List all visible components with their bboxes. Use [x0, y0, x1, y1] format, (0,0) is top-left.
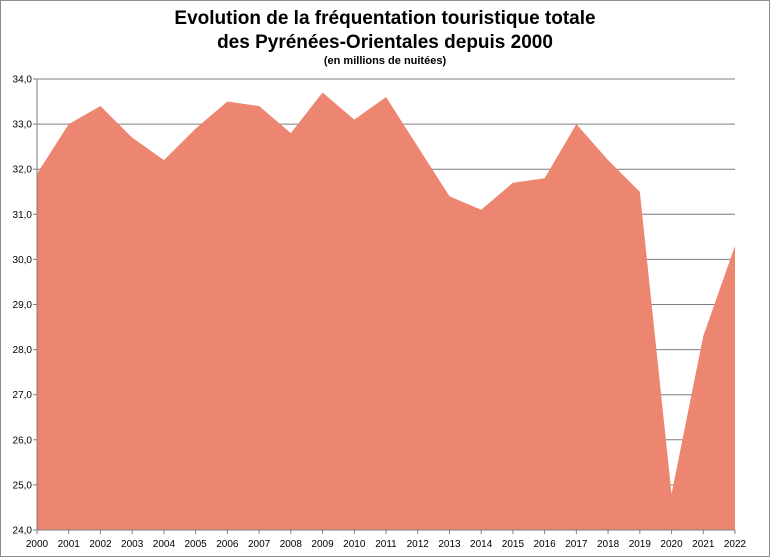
x-tick-label: 2001 [58, 539, 81, 550]
x-tick-label: 2006 [216, 539, 239, 550]
chart-title-line-2: des Pyrénées-Orientales depuis 2000 [217, 32, 553, 53]
x-tick-label: 2018 [597, 539, 620, 550]
x-tick-label: 2011 [375, 539, 397, 550]
x-tick-label: 2002 [89, 539, 112, 550]
x-tick-label: 2010 [343, 539, 366, 550]
x-tick-label: 2021 [692, 539, 715, 550]
chart-subtitle: (en millions de nuitées) [323, 55, 447, 67]
y-tick-label: 27,0 [13, 390, 33, 401]
x-tick-label: 2004 [153, 539, 176, 550]
y-tick-label: 29,0 [13, 300, 33, 311]
x-tick-label: 2017 [565, 539, 588, 550]
area-fill [37, 92, 735, 530]
x-tick-label: 2020 [660, 539, 683, 550]
x-tick-label: 2016 [534, 539, 557, 550]
x-tick-label: 2005 [185, 539, 208, 550]
y-tick-label: 32,0 [13, 165, 33, 176]
y-tick-label: 26,0 [13, 435, 33, 446]
x-tick-label: 2012 [407, 539, 430, 550]
y-tick-label: 30,0 [13, 255, 33, 266]
y-tick-label: 31,0 [13, 210, 33, 221]
x-tick-label: 2003 [121, 539, 144, 550]
axes [33, 78, 736, 534]
x-tick-label: 2014 [470, 539, 493, 550]
y-tick-label: 34,0 [13, 75, 33, 86]
y-tick-label: 28,0 [13, 345, 33, 356]
x-tick-label: 2019 [629, 539, 652, 550]
y-tick-label: 25,0 [13, 480, 33, 491]
y-tick-label: 33,0 [13, 120, 33, 131]
x-tick-label: 2022 [724, 539, 747, 550]
y-tick-label: 24,0 [13, 526, 33, 537]
y-tick-labels: 24,0 25,0 26,0 27,0 28,0 29,0 30,0 31,0 32,0 33,0… [13, 75, 33, 537]
x-tick-label: 2008 [280, 539, 303, 550]
x-tick-label: 2015 [502, 539, 525, 550]
chart-title-line-1: Evolution de la fréquentation touristiqu… [174, 8, 596, 29]
area-series [36, 92, 736, 530]
x-tick-label: 2009 [311, 539, 334, 550]
x-tick-labels: 2000 2001 2002 2003 2004 2005 2006 2007 2008 2009… [26, 539, 747, 550]
x-tick-label: 2000 [26, 539, 49, 550]
x-tick-label: 2007 [248, 539, 271, 550]
x-tick-label: 2013 [438, 539, 461, 550]
